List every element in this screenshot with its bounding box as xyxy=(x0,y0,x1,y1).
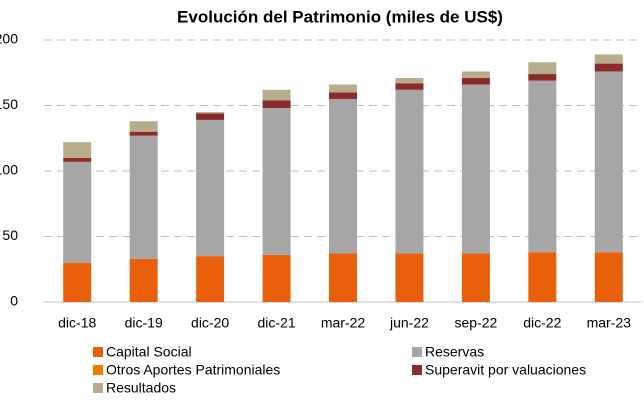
y-tick-label: 200 xyxy=(0,31,18,47)
bar-segment xyxy=(528,62,557,75)
x-tick-label: dic-18 xyxy=(58,315,96,331)
bar-segment xyxy=(594,71,623,253)
x-tick-label: mar-23 xyxy=(587,315,632,331)
x-tick-label: jun-22 xyxy=(389,315,429,331)
legend-label: Resultados xyxy=(106,380,176,396)
bar-segment xyxy=(461,71,490,78)
x-tick-label: dic-22 xyxy=(523,315,561,331)
x-tick-label: dic-21 xyxy=(257,315,295,331)
x-tick-label: dic-19 xyxy=(125,315,163,331)
bar-segment xyxy=(528,80,557,253)
bar-segment xyxy=(262,89,291,101)
bar-segment xyxy=(196,256,225,302)
x-tick-label: dic-20 xyxy=(191,315,229,331)
legend-swatch xyxy=(93,347,103,357)
bar-segment xyxy=(63,157,92,162)
bar-segment xyxy=(395,83,424,90)
bar-segment xyxy=(329,98,357,254)
bar-segment xyxy=(528,74,557,81)
bar-segment xyxy=(262,108,291,255)
bar-segment xyxy=(395,89,424,254)
bar-segment xyxy=(129,121,158,132)
bar-segment xyxy=(329,84,357,93)
bar-segment xyxy=(262,100,291,109)
bar-segment xyxy=(63,142,92,158)
legend-swatch xyxy=(412,347,422,357)
y-tick-label: 100 xyxy=(0,162,18,178)
bar-segment xyxy=(196,113,225,120)
legend-label: Superavit por valuaciones xyxy=(425,362,586,378)
bar-segment xyxy=(129,258,158,302)
chart-title: Evolución del Patrimonio (miles de US$) xyxy=(177,7,503,26)
bar-segment xyxy=(196,112,225,114)
legend-label: Reservas xyxy=(425,344,484,360)
legend-swatch xyxy=(93,365,103,375)
legend-label: Otros Aportes Patrimoniales xyxy=(106,362,280,378)
x-tick-label: mar-22 xyxy=(321,315,366,331)
bar-segment xyxy=(594,252,623,302)
bar-segment xyxy=(262,254,291,302)
bar-segment xyxy=(395,253,424,302)
bar-segment xyxy=(395,77,424,84)
bar-segment xyxy=(63,161,92,263)
y-tick-label: 0 xyxy=(10,293,18,309)
y-tick-label: 50 xyxy=(2,227,18,243)
bar-segment xyxy=(528,252,557,302)
bar-segment xyxy=(329,92,357,99)
bar-segment xyxy=(461,84,490,254)
bar-segment xyxy=(63,262,92,302)
x-tick-label: sep-22 xyxy=(454,315,497,331)
bar-segment xyxy=(461,77,490,85)
y-tick-label: 150 xyxy=(0,96,18,112)
bar-segment xyxy=(129,131,158,136)
bar-segment xyxy=(461,253,490,302)
bar-segment xyxy=(329,253,357,302)
bar-segment xyxy=(129,135,158,259)
legend-label: Capital Social xyxy=(106,344,192,360)
legend-swatch xyxy=(93,383,103,393)
bar-segment xyxy=(594,54,623,64)
bar-segment xyxy=(196,119,225,257)
bar-segment xyxy=(594,63,623,72)
legend-swatch xyxy=(412,365,422,375)
